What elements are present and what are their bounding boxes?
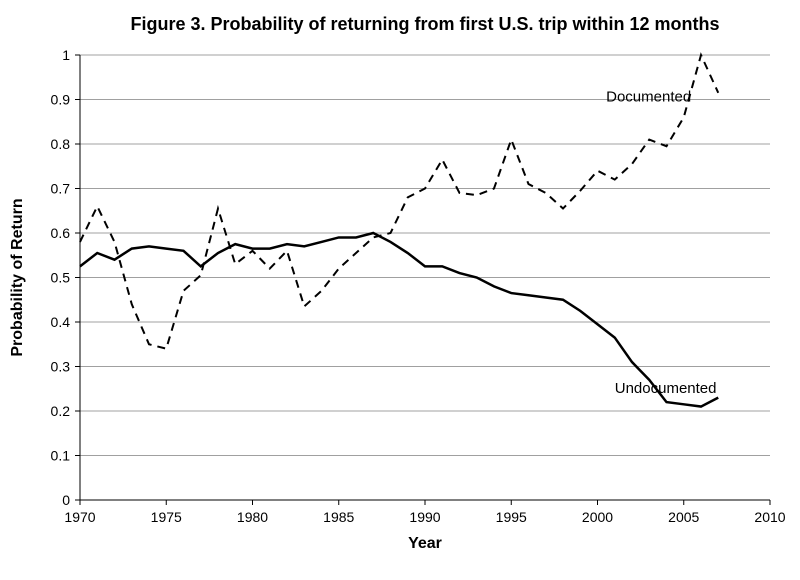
y-tick-label: 0.6 (51, 225, 71, 241)
y-tick-label: 0.1 (51, 448, 71, 464)
y-axis-title: Probability of Return (9, 198, 26, 356)
y-tick-label: 0.7 (51, 181, 71, 197)
x-tick-label: 1995 (496, 509, 527, 525)
y-tick-label: 1 (62, 47, 70, 63)
chart-title: Figure 3. Probability of returning from … (130, 14, 719, 34)
line-chart: 0 0.1 0.2 0.3 0.4 0.5 0.6 0.7 0.8 0.9 1 1970 1975 198… (0, 0, 800, 580)
x-tick-label: 2000 (582, 509, 613, 525)
y-tick-label: 0.5 (51, 270, 71, 286)
x-tick-label: 2005 (668, 509, 699, 525)
y-tick-label: 0.4 (51, 314, 71, 330)
y-tick-label: 0.8 (51, 136, 71, 152)
chart-container: 0 0.1 0.2 0.3 0.4 0.5 0.6 0.7 0.8 0.9 1 1970 1975 198… (0, 0, 800, 580)
y-tick-label: 0.9 (51, 92, 71, 108)
x-tick-label: 1990 (409, 509, 440, 525)
x-tick-label: 1975 (151, 509, 182, 525)
y-tick-label: 0.2 (51, 403, 71, 419)
x-axis-title: Year (408, 535, 442, 552)
series-label-undocumented: Undocumented (615, 380, 717, 397)
y-tick-label: 0.3 (51, 359, 71, 375)
x-tick-label: 1985 (323, 509, 354, 525)
series-label-documented: Documented (606, 89, 691, 106)
y-tick-label: 0 (62, 492, 70, 508)
x-tick-label: 2010 (754, 509, 785, 525)
x-tick-label: 1970 (64, 509, 95, 525)
x-tick-label: 1980 (237, 509, 268, 525)
